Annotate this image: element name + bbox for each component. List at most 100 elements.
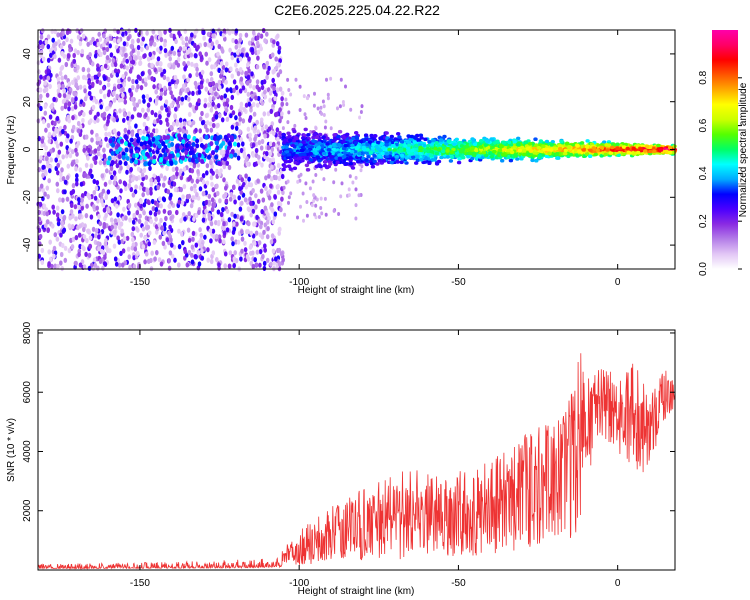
spectrogram-cell — [323, 160, 328, 164]
spectrogram-cell — [302, 218, 305, 223]
spectrogram-cell — [169, 32, 173, 39]
spectrogram-cell — [176, 56, 181, 63]
spectrogram-cell — [70, 244, 75, 250]
spectrogram-cell — [131, 78, 135, 85]
spectrogram-cell — [185, 198, 190, 204]
spectrogram-cell — [150, 62, 154, 68]
spectrogram-cell — [89, 95, 94, 101]
spectrogram-cell — [119, 63, 124, 69]
spectrogram-cell — [127, 142, 132, 148]
spectrogram-cell — [46, 219, 50, 225]
spectrogram-cell — [156, 47, 160, 53]
spectrogram-cell — [190, 244, 195, 250]
spectrogram-cell — [232, 79, 237, 85]
spectrogram-cell — [82, 147, 86, 153]
spectrogram-cell — [67, 223, 72, 229]
spectrogram-cell — [126, 35, 131, 42]
spectrogram-cell — [329, 126, 333, 131]
spectrogram-cell — [98, 258, 103, 264]
spectrogram-cell — [52, 209, 56, 215]
spectrogram-cell — [258, 262, 262, 268]
spectrogram-cell — [125, 156, 130, 161]
spectrogram-cell — [223, 251, 228, 257]
spectrogram-cell — [271, 248, 276, 254]
spectrogram-cell — [276, 136, 280, 142]
spectrogram-cell — [280, 96, 284, 102]
spectrogram-cell — [204, 86, 209, 92]
spectrogram-cells — [36, 27, 678, 272]
spectrogram-cell — [63, 257, 68, 263]
spectrogram-cell — [147, 140, 152, 146]
spectrogram-cell — [221, 207, 225, 213]
spectrogram-cell — [117, 154, 122, 160]
spectrogram-cell — [165, 117, 169, 123]
spectrogram-cell — [247, 221, 251, 227]
spectrogram-cell — [211, 101, 215, 107]
spectrogram-cell — [240, 236, 245, 242]
spectrogram-cell — [252, 85, 256, 91]
spectrogram-cell — [66, 163, 71, 169]
spectrogram-cell — [322, 177, 326, 182]
spectrogram-cell — [120, 228, 124, 234]
spectrogram-cell — [168, 85, 172, 92]
spectrogram-cell — [55, 212, 60, 218]
spectrogram-cell — [313, 212, 317, 217]
spectrogram-cell — [256, 198, 261, 204]
spectrogram-cell — [255, 64, 260, 70]
spectrogram-cell — [103, 63, 108, 69]
spectrogram-cell — [113, 196, 118, 202]
spectrogram-cell — [158, 196, 162, 202]
spectrogram-cell — [145, 30, 149, 36]
spectrogram-cell — [146, 102, 151, 108]
spectrogram-cell — [205, 78, 210, 84]
spectrogram-cell — [81, 74, 86, 80]
spectrogram-cell — [83, 172, 88, 178]
spectrogram-cell — [278, 118, 282, 124]
spectrogram-cell — [39, 93, 43, 99]
spectrogram-cell — [192, 216, 196, 222]
spectrogram-cell — [134, 153, 139, 158]
spectrogram-cell — [199, 243, 203, 249]
spectrogram-cell — [99, 104, 103, 110]
spectrogram-cell — [360, 104, 364, 109]
spectrogram-cell — [205, 120, 210, 126]
spectrogram-cell — [126, 115, 130, 121]
spectrogram-cell — [152, 154, 157, 160]
spectrogram-cell — [188, 73, 192, 79]
spectrogram-cell — [94, 233, 98, 239]
spectrogram-cell — [134, 184, 138, 190]
spectrogram-cell — [170, 142, 175, 147]
spectrogram-cell — [208, 81, 212, 87]
spectrogram-cell — [110, 150, 115, 156]
spectrogram-cell — [112, 170, 117, 176]
spectrogram-cell — [83, 88, 87, 94]
spectrogram-cell — [60, 242, 65, 249]
spectrogram-cell — [59, 141, 64, 147]
spectrogram-cell — [296, 215, 299, 220]
spectrogram-cell — [225, 227, 230, 233]
spectrogram-cell — [159, 203, 163, 209]
spectrogram-cell — [92, 257, 97, 263]
spectrogram-cell — [168, 224, 172, 230]
spectrogram-cell — [106, 142, 110, 148]
spectrogram-cell — [75, 151, 79, 157]
spectrogram-cell — [347, 193, 351, 198]
spectrogram-cell — [209, 76, 214, 83]
spectrogram-cell — [236, 142, 241, 148]
spectrogram-cell — [181, 194, 185, 200]
spectrogram-cell — [84, 134, 89, 140]
spectrogram-cell — [216, 103, 221, 109]
spectrogram-cell — [246, 75, 251, 81]
spectrogram-cell — [205, 60, 209, 66]
spectrogram-cell — [159, 87, 164, 93]
spectrogram-cell — [118, 108, 122, 114]
spectrogram-cell — [133, 106, 137, 112]
spectrogram-cell — [113, 224, 118, 230]
spectrogram-cell — [201, 217, 206, 223]
spectrogram-cell — [172, 181, 177, 187]
spectrogram-cell — [155, 250, 159, 256]
spectrogram-cell — [259, 188, 264, 194]
spectrogram-cell — [250, 71, 254, 77]
spectrogram-cell — [230, 236, 234, 242]
spectrogram-cell — [44, 207, 49, 213]
